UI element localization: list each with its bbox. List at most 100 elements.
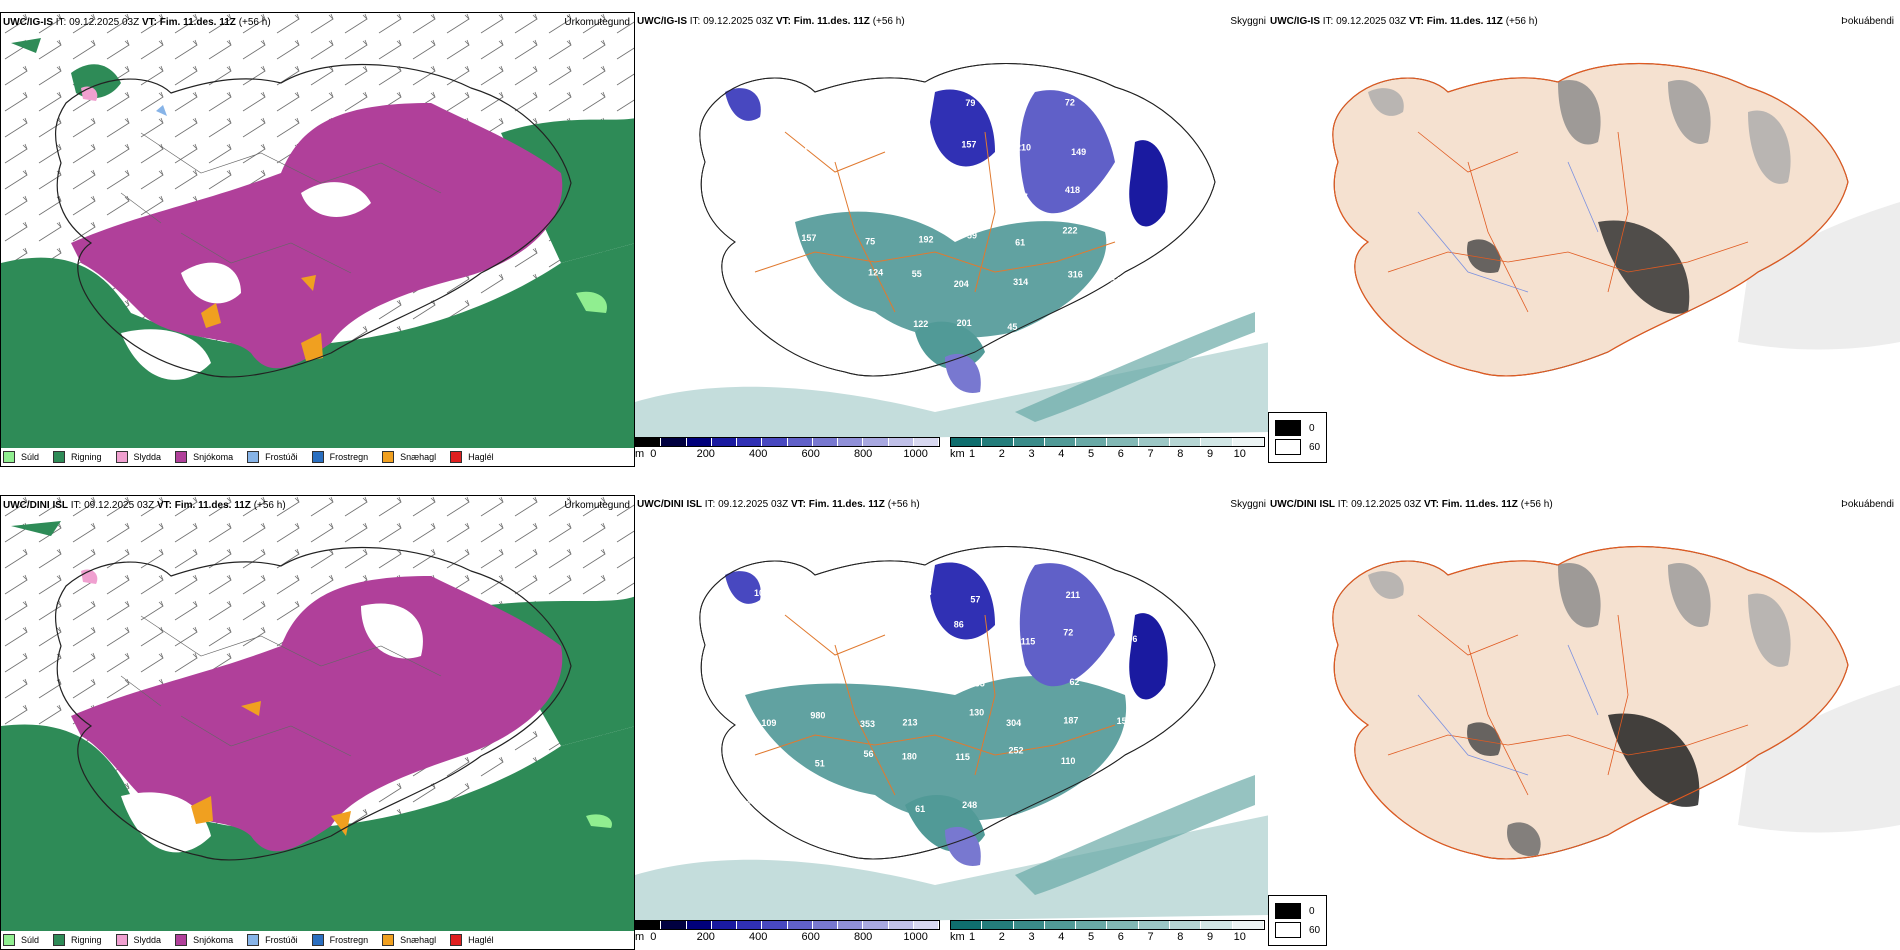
cloud-base-label: 20 bbox=[865, 627, 875, 637]
colorbar-tick-label: 6 bbox=[1117, 448, 1124, 460]
colorbar-tick-label: 0 bbox=[650, 931, 657, 943]
colorbar-segment bbox=[787, 921, 813, 929]
colorbar-segment bbox=[812, 438, 838, 446]
cloud-base-label: 206 bbox=[1122, 634, 1137, 644]
cloud-base-label: 95 bbox=[852, 577, 862, 587]
legend-item-rigning: Rigning bbox=[53, 451, 102, 463]
precip-map bbox=[1, 496, 634, 949]
colorbar-segment bbox=[686, 438, 712, 446]
colorbar-segment bbox=[711, 438, 737, 446]
colorbar-tick-label: 3 bbox=[1028, 448, 1035, 460]
cloud-base-label: 104 bbox=[812, 627, 827, 637]
cloud-base-label: 203 bbox=[801, 584, 816, 594]
variable-name: Úrkomutegund bbox=[564, 500, 630, 511]
colorbar-tick-label: 3 bbox=[1028, 931, 1035, 943]
precip-type-panel-row1: UWC/IG-IS IT: 09.12.2025 03Z VT: Fim. 11… bbox=[0, 12, 635, 467]
cloud-base-label: 418 bbox=[1065, 185, 1080, 195]
variable-name: Úrkomutegund bbox=[564, 17, 630, 28]
cloud-base-label: 218 bbox=[759, 221, 774, 231]
legend-swatch bbox=[53, 934, 66, 946]
colorbar-tick-label: 10 bbox=[1233, 448, 1246, 460]
colorbar-tick-label: 4 bbox=[1058, 931, 1065, 943]
colorbar-unit: m bbox=[635, 931, 645, 943]
cloud-base-label: 110 bbox=[1115, 587, 1130, 597]
cloud-base-label: 105 bbox=[747, 149, 762, 159]
cloud-base-label: 222 bbox=[1062, 226, 1077, 236]
cloud-base-label: 110 bbox=[1061, 756, 1076, 766]
cloud-base-label: 51 bbox=[815, 759, 825, 769]
cloud-base-label: 350 bbox=[862, 189, 877, 199]
colorbar-unit: m bbox=[635, 448, 645, 460]
legend-swatch bbox=[450, 934, 463, 946]
cloud-base-label: 72 bbox=[1063, 628, 1073, 638]
cloud-base-label: 174 bbox=[1116, 761, 1131, 771]
colorbar-segment bbox=[737, 438, 763, 446]
colorbar-segment bbox=[812, 921, 838, 929]
fog-legend: 0 60 bbox=[1268, 895, 1328, 946]
cloud-base-label: 81 bbox=[1114, 674, 1124, 684]
colorbar-bar bbox=[635, 920, 940, 930]
cloud-base-label: 95 bbox=[758, 274, 768, 284]
cloud-base-label: 59 bbox=[967, 231, 977, 241]
legend-swatch bbox=[247, 934, 260, 946]
colorbar-tick-label: 10 bbox=[1233, 931, 1246, 943]
colorbar-segment bbox=[982, 921, 1014, 929]
cloud-base-label: 143 bbox=[817, 185, 832, 195]
cloud-base-label: 107 bbox=[908, 103, 923, 113]
cloud-base-label: 235 bbox=[762, 308, 777, 318]
cloud-base-label: 304 bbox=[1006, 718, 1021, 728]
legend-swatch bbox=[3, 934, 15, 946]
colorbar-segment bbox=[1201, 438, 1233, 446]
colorbar-tick-label: 9 bbox=[1206, 448, 1214, 460]
visibility-map: 90 207 95 107 79 55 72 58 105 121 105 486 157 210 149 1… bbox=[635, 63, 1270, 442]
colorbar-segment bbox=[1232, 921, 1264, 929]
cloud-base-label: 240 bbox=[908, 668, 923, 678]
colorbar-segment bbox=[1013, 921, 1045, 929]
cloud-base-label: 113 bbox=[755, 670, 770, 680]
cloud-base-label: 72 bbox=[1065, 97, 1075, 107]
colorbar-segment bbox=[1076, 438, 1108, 446]
visibility-colorbar: km 1 2 3 4 5 6 7 8 9 10 bbox=[950, 920, 1265, 944]
cloud-base-label: 980 bbox=[810, 710, 825, 720]
colorbar-segment bbox=[762, 921, 788, 929]
fog-legend-row: 0 bbox=[1275, 903, 1320, 919]
cloud-base-label: 248 bbox=[962, 800, 977, 810]
colorbar-tick-label: 5 bbox=[1087, 931, 1095, 943]
legend-item-slydda: Slydda bbox=[115, 934, 161, 946]
colorbar-ticks: km 1 2 3 4 5 6 7 8 9 10 bbox=[950, 930, 1265, 944]
colorbar-tick-label: 4 bbox=[1058, 448, 1065, 460]
cloud-base-label: 54 bbox=[1111, 275, 1121, 285]
cloud-base-labels: 101 203 95 108 57 31 211 110 65 104 20 152 86 115 72 20… bbox=[746, 577, 1137, 814]
cloud-base-label: 157 bbox=[961, 139, 976, 149]
panel-title: UWC/IG-IS IT: 09.12.2025 03Z VT: Fim. 11… bbox=[637, 16, 905, 27]
colorbar-segment bbox=[661, 438, 687, 446]
legend-item-rigning: Rigning bbox=[53, 934, 102, 946]
cloud-base-label: 157 bbox=[801, 233, 816, 243]
cloud-base-label: 86 bbox=[954, 619, 964, 629]
cloud-base-label: 180 bbox=[1113, 181, 1128, 191]
cloud-base-label: 149 bbox=[1071, 147, 1086, 157]
legend-swatch bbox=[175, 451, 188, 463]
panel-title: UWC/IG-IS IT: 09.12.2025 03Z VT: Fim. 11… bbox=[3, 17, 271, 28]
cloud-base-colorbar: m 0 200 400 600 800 1000 bbox=[635, 920, 940, 944]
colorbar-segment bbox=[711, 921, 737, 929]
colorbar-tick-label: 9 bbox=[1206, 931, 1214, 943]
legend-swatch bbox=[450, 451, 463, 463]
colorbar-tick-label: 200 bbox=[696, 448, 715, 460]
cloud-base-label: 65 bbox=[751, 632, 761, 642]
cloud-base-label: 213 bbox=[902, 718, 917, 728]
legend-swatch bbox=[311, 934, 324, 946]
cloud-base-colorbar: m 0 200 400 600 800 1000 bbox=[635, 437, 940, 461]
colorbar-segment bbox=[737, 921, 763, 929]
legend-item-snjokoma: Snjókoma bbox=[175, 934, 233, 946]
cloud-base-label: 55 bbox=[1007, 111, 1017, 121]
colorbar-tick-label: 1000 bbox=[903, 448, 928, 460]
colorbar-segment bbox=[636, 438, 662, 446]
cloud-base-label: 95 bbox=[867, 97, 877, 107]
cloud-base-label: 108 bbox=[917, 587, 932, 597]
cloud-base-label: 34 bbox=[815, 804, 825, 814]
legend-item-snjokoma: Snjókoma bbox=[175, 451, 233, 463]
cloud-base-label: 79 bbox=[965, 98, 975, 108]
legend-item-snaehagl: Snæhagl bbox=[382, 451, 436, 463]
panel-title: UWC/DINI ISL IT: 09.12.2025 03Z VT: Fim.… bbox=[637, 499, 920, 510]
